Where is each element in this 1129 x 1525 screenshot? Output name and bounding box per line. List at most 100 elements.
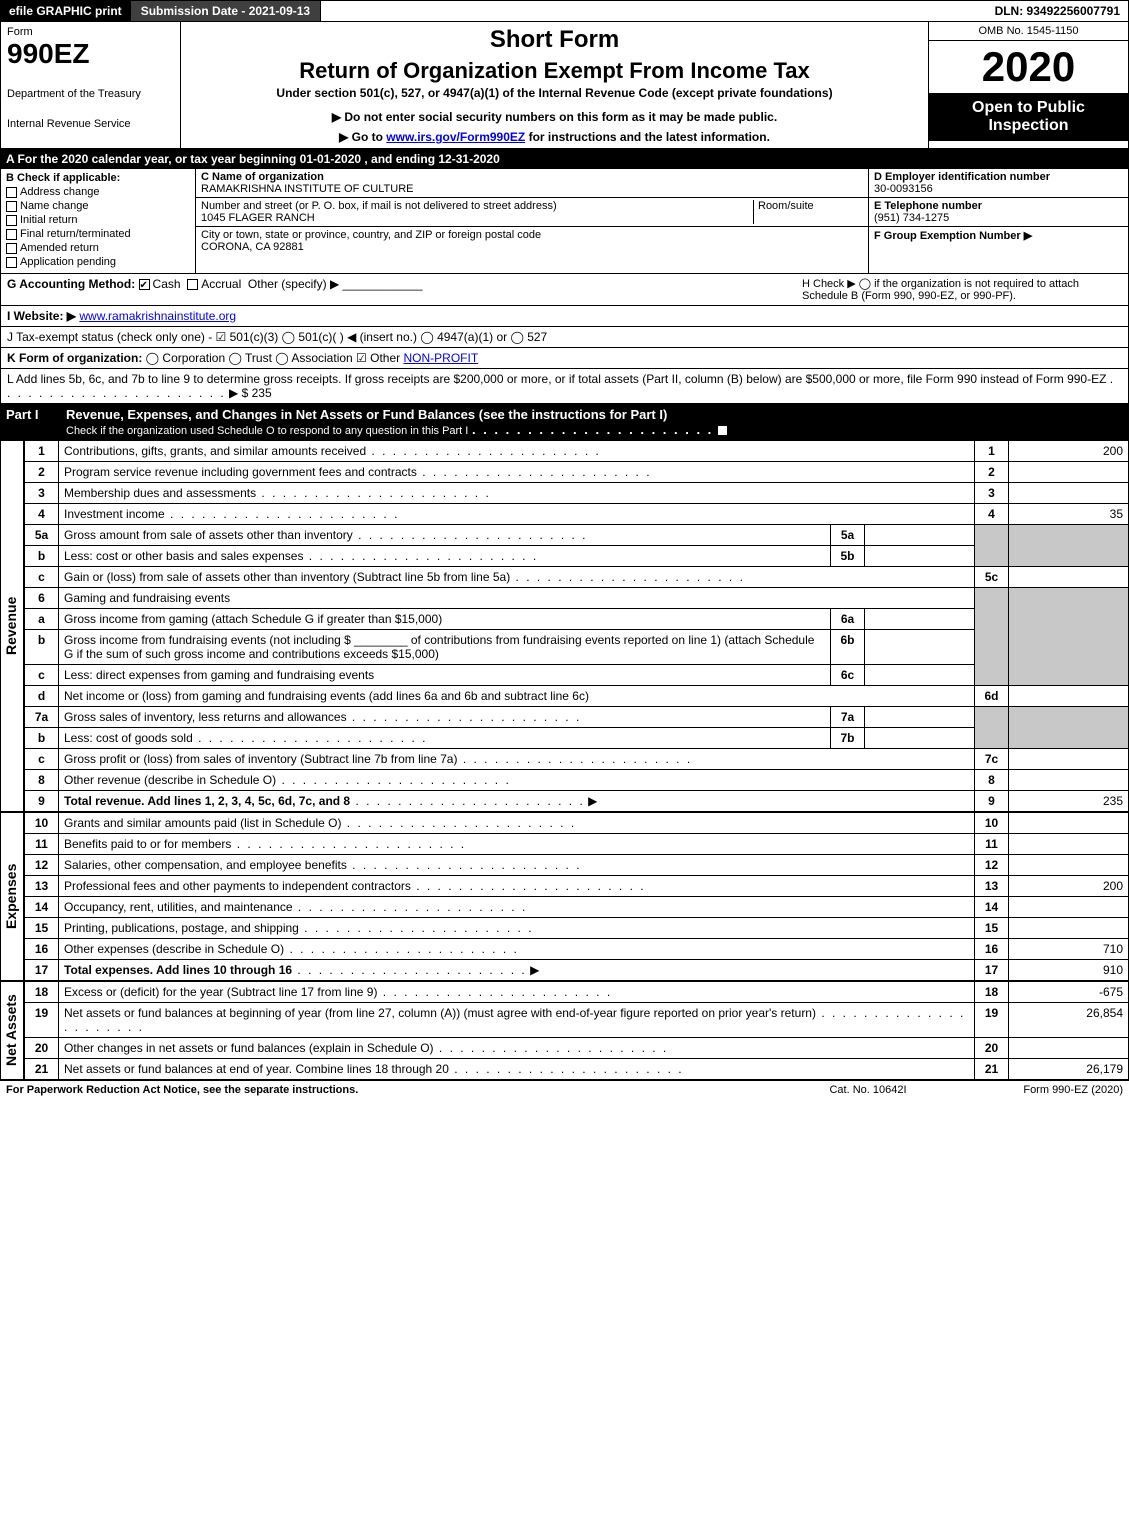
netassets-table: 18Excess or (deficit) for the year (Subt… xyxy=(24,981,1129,1080)
org-name-value: RAMAKRISHNA INSTITUTE OF CULTURE xyxy=(201,183,413,195)
go-post: for instructions and the latest informat… xyxy=(525,130,770,144)
k-label: K Form of organization: xyxy=(7,351,142,365)
cb-final-return[interactable]: Final return/terminated xyxy=(6,228,190,240)
form-number: 990EZ xyxy=(7,38,174,70)
group-row: F Group Exemption Number ▶ xyxy=(869,227,1128,244)
l-text: L Add lines 5b, 6c, and 7b to line 9 to … xyxy=(7,372,1106,386)
group-label: F Group Exemption Number ▶ xyxy=(874,230,1032,242)
city-label: City or town, state or province, country… xyxy=(201,229,541,241)
cb-cash[interactable] xyxy=(139,279,150,290)
box-j: J Tax-exempt status (check only one) - ☑… xyxy=(0,327,1129,348)
paperwork-notice: For Paperwork Reduction Act Notice, see … xyxy=(6,1084,793,1096)
website-link[interactable]: www.ramakrishnainstitute.org xyxy=(79,309,236,323)
line-5c: c Gain or (loss) from sale of assets oth… xyxy=(25,567,1129,588)
cb-accrual[interactable] xyxy=(187,279,198,290)
l-value: ▶ $ 235 xyxy=(229,386,272,400)
expenses-table: 10Grants and similar amounts paid (list … xyxy=(24,812,1129,981)
form-990ez-page: efile GRAPHIC print Submission Date - 20… xyxy=(0,0,1129,1099)
ssn-notice: ▶ Do not enter social security numbers o… xyxy=(191,110,918,124)
info-block: B Check if applicable: Address change Na… xyxy=(0,169,1129,274)
line-2: 2 Program service revenue including gove… xyxy=(25,462,1129,483)
revenue-side-label: Revenue xyxy=(0,440,24,812)
city-value: CORONA, CA 92881 xyxy=(201,241,304,253)
line-7c: c Gross profit or (loss) from sales of i… xyxy=(25,749,1129,770)
line-12: 12Salaries, other compensation, and empl… xyxy=(25,855,1129,876)
g-label: G Accounting Method: xyxy=(7,277,135,291)
part1-title: Revenue, Expenses, and Changes in Net As… xyxy=(66,407,1123,437)
form-ref: Form 990-EZ (2020) xyxy=(943,1084,1123,1096)
short-form-title: Short Form xyxy=(191,26,918,54)
org-name-label: C Name of organization xyxy=(201,171,324,183)
street-row: Number and street (or P. O. box, if mail… xyxy=(196,198,868,227)
expenses-section: Expenses 10Grants and similar amounts pa… xyxy=(0,812,1129,981)
street-label: Number and street (or P. O. box, if mail… xyxy=(201,200,557,212)
line-17: 17Total expenses. Add lines 10 through 1… xyxy=(25,960,1129,981)
box-h: H Check ▶ ◯ if the organization is not r… xyxy=(802,277,1122,302)
line-20: 20Other changes in net assets or fund ba… xyxy=(25,1038,1129,1059)
line-8: 8 Other revenue (describe in Schedule O)… xyxy=(25,770,1129,791)
form-header: Form 990EZ Department of the Treasury In… xyxy=(0,22,1129,149)
tel-value: (951) 734-1275 xyxy=(874,212,949,224)
dept-treasury: Department of the Treasury xyxy=(7,88,174,100)
line-15: 15Printing, publications, postage, and s… xyxy=(25,918,1129,939)
dln-label: DLN: 93492256007791 xyxy=(987,1,1128,21)
line-4: 4 Investment income 4 35 xyxy=(25,504,1129,525)
line-6a: a Gross income from gaming (attach Sched… xyxy=(25,609,1129,630)
city-row: City or town, state or province, country… xyxy=(196,227,868,255)
page-footer: For Paperwork Reduction Act Notice, see … xyxy=(0,1080,1129,1099)
line-11: 11Benefits paid to or for members11 xyxy=(25,834,1129,855)
net-assets-section: Net Assets 18Excess or (deficit) for the… xyxy=(0,981,1129,1080)
street-value: 1045 FLAGER RANCH xyxy=(201,212,315,224)
tax-year: 2020 xyxy=(929,41,1128,93)
org-name-row: C Name of organization RAMAKRISHNA INSTI… xyxy=(196,169,868,198)
cb-name-change[interactable]: Name change xyxy=(6,200,190,212)
part1-check-text: Check if the organization used Schedule … xyxy=(66,425,468,437)
ein-value: 30-0093156 xyxy=(874,183,933,195)
k-other-link[interactable]: NON-PROFIT xyxy=(403,351,478,365)
line-16: 16Other expenses (describe in Schedule O… xyxy=(25,939,1129,960)
tax-year-line: A For the 2020 calendar year, or tax yea… xyxy=(0,149,1129,169)
open-to-public: Open to Public Inspection xyxy=(929,93,1128,141)
box-k: K Form of organization: ◯ Corporation ◯ … xyxy=(0,348,1129,369)
part1-label: Part I xyxy=(6,407,66,437)
form-subtitle: Under section 501(c), 527, or 4947(a)(1)… xyxy=(191,86,918,100)
line-6c: c Less: direct expenses from gaming and … xyxy=(25,665,1129,686)
revenue-table: 1 Contributions, gifts, grants, and simi… xyxy=(24,440,1129,812)
line-21: 21Net assets or fund balances at end of … xyxy=(25,1059,1129,1080)
line-6d: d Net income or (loss) from gaming and f… xyxy=(25,686,1129,707)
box-d-e-f: D Employer identification number 30-0093… xyxy=(868,169,1128,273)
box-g: G Accounting Method: Cash Accrual Other … xyxy=(7,277,802,302)
k-opts: ◯ Corporation ◯ Trust ◯ Association ☑ Ot… xyxy=(146,351,404,365)
form-label: Form xyxy=(7,26,174,38)
ein-label: D Employer identification number xyxy=(874,171,1050,183)
room-suite: Room/suite xyxy=(753,200,863,224)
efile-print-button[interactable]: efile GRAPHIC print xyxy=(1,1,131,21)
i-label: I Website: ▶ xyxy=(7,309,76,323)
part1-checkbox[interactable] xyxy=(717,425,728,436)
part1-header: Part I Revenue, Expenses, and Changes in… xyxy=(0,404,1129,440)
line-5b: b Less: cost or other basis and sales ex… xyxy=(25,546,1129,567)
omb-number: OMB No. 1545-1150 xyxy=(929,22,1128,41)
line-6b: b Gross income from fundraising events (… xyxy=(25,630,1129,665)
cb-address-change[interactable]: Address change xyxy=(6,186,190,198)
line-7b: b Less: cost of goods sold 7b xyxy=(25,728,1129,749)
cb-application-pending[interactable]: Application pending xyxy=(6,256,190,268)
cb-amended-return[interactable]: Amended return xyxy=(6,242,190,254)
line-3: 3 Membership dues and assessments 3 xyxy=(25,483,1129,504)
expenses-side-label: Expenses xyxy=(0,812,24,981)
cb-initial-return[interactable]: Initial return xyxy=(6,214,190,226)
line-5a: 5a Gross amount from sale of assets othe… xyxy=(25,525,1129,546)
box-l: L Add lines 5b, 6c, and 7b to line 9 to … xyxy=(0,369,1129,404)
box-c: C Name of organization RAMAKRISHNA INSTI… xyxy=(196,169,868,273)
revenue-section: Revenue 1 Contributions, gifts, grants, … xyxy=(0,440,1129,812)
top-bar: efile GRAPHIC print Submission Date - 20… xyxy=(0,0,1129,22)
irs-link[interactable]: www.irs.gov/Form990EZ xyxy=(386,130,525,144)
box-b: B Check if applicable: Address change Na… xyxy=(1,169,196,273)
go-pre: ▶ Go to xyxy=(339,130,386,144)
line-18: 18Excess or (deficit) for the year (Subt… xyxy=(25,982,1129,1003)
line-13: 13Professional fees and other payments t… xyxy=(25,876,1129,897)
form-right-block: OMB No. 1545-1150 2020 Open to Public In… xyxy=(928,22,1128,148)
submission-date-button[interactable]: Submission Date - 2021-09-13 xyxy=(131,1,321,21)
box-b-header: B Check if applicable: xyxy=(6,172,190,184)
line-1: 1 Contributions, gifts, grants, and simi… xyxy=(25,441,1129,462)
